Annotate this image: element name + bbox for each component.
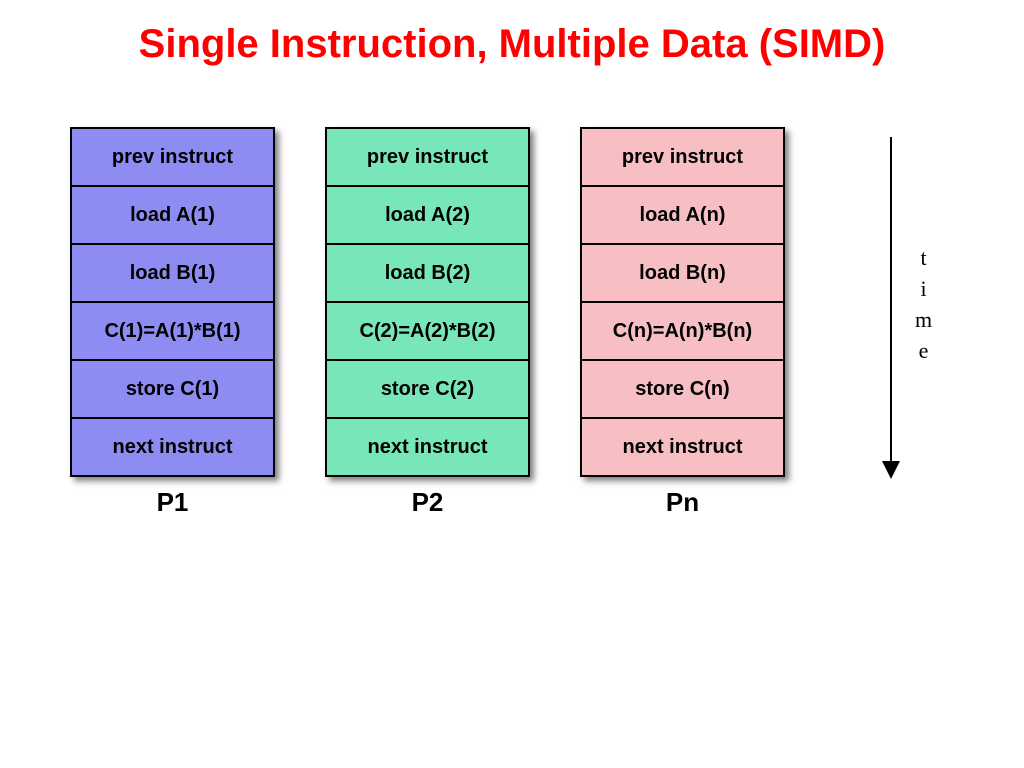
instruction-cell: load B(2) (327, 245, 528, 303)
simd-diagram: prev instructload A(1)load B(1)C(1)=A(1)… (70, 127, 970, 587)
instruction-cell: C(1)=A(1)*B(1) (72, 303, 273, 361)
instruction-cell: store C(n) (582, 361, 783, 419)
instruction-cell: load A(1) (72, 187, 273, 245)
processor-label: P2 (325, 487, 530, 518)
instruction-stack: prev instructload A(1)load B(1)C(1)=A(1)… (70, 127, 275, 477)
processor-label: P1 (70, 487, 275, 518)
instruction-cell: prev instruct (582, 129, 783, 187)
processor-column: prev instructload A(1)load B(1)C(1)=A(1)… (70, 127, 275, 518)
instruction-cell: load A(n) (582, 187, 783, 245)
time-arrow (890, 137, 892, 477)
time-axis: time (890, 127, 936, 487)
instruction-cell: next instruct (582, 419, 783, 475)
time-label: time (910, 245, 936, 369)
instruction-cell: load B(n) (582, 245, 783, 303)
instruction-cell: load B(1) (72, 245, 273, 303)
instruction-cell: next instruct (72, 419, 273, 475)
instruction-cell: prev instruct (327, 129, 528, 187)
processor-columns: prev instructload A(1)load B(1)C(1)=A(1)… (70, 127, 970, 518)
instruction-cell: prev instruct (72, 129, 273, 187)
instruction-cell: store C(2) (327, 361, 528, 419)
instruction-stack: prev instructload A(n)load B(n)C(n)=A(n)… (580, 127, 785, 477)
instruction-cell: load A(2) (327, 187, 528, 245)
instruction-cell: C(n)=A(n)*B(n) (582, 303, 783, 361)
instruction-stack: prev instructload A(2)load B(2)C(2)=A(2)… (325, 127, 530, 477)
processor-column: prev instructload A(2)load B(2)C(2)=A(2)… (325, 127, 530, 518)
instruction-cell: next instruct (327, 419, 528, 475)
processor-column: prev instructload A(n)load B(n)C(n)=A(n)… (580, 127, 785, 518)
processor-label: Pn (580, 487, 785, 518)
slide-title: Single Instruction, Multiple Data (SIMD) (0, 0, 1024, 77)
instruction-cell: store C(1) (72, 361, 273, 419)
instruction-cell: C(2)=A(2)*B(2) (327, 303, 528, 361)
